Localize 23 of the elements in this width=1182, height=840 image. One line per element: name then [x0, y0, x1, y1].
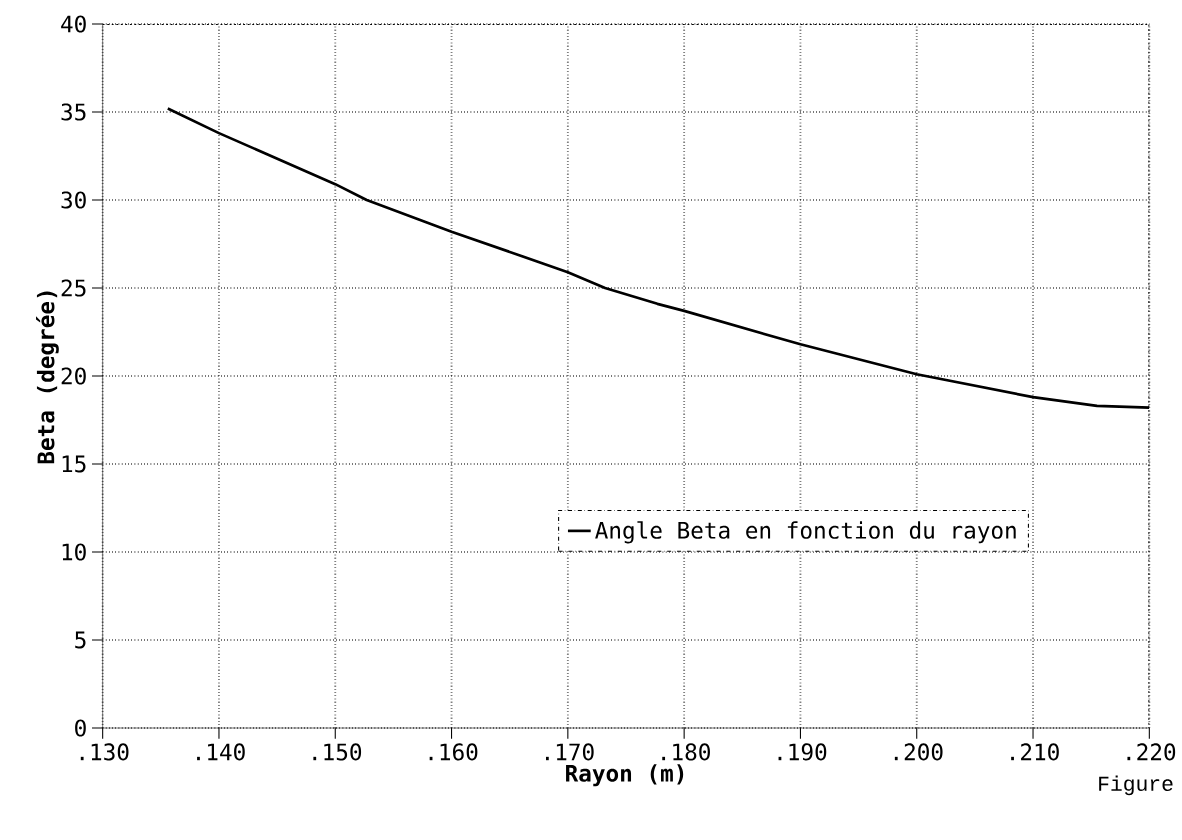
text: Figure: [1099, 775, 1173, 796]
x-tick-label: .150: [313, 743, 362, 761]
x-tick-label: .140: [197, 743, 245, 761]
y-tick-label: 15: [62, 455, 86, 473]
y-tick-label: 20: [61, 367, 86, 385]
x-tick-label: .190: [778, 743, 827, 761]
x-tick-label: .210: [1011, 743, 1059, 761]
legend-label: Angle Beta en fonction du rayon: [595, 521, 1016, 544]
y-tick-label: 0: [75, 719, 86, 737]
y-tick-label: 40: [61, 15, 86, 33]
y-tick-label: 25: [61, 279, 86, 297]
x-tick-label: .200: [894, 743, 943, 761]
x-tick-label: .160: [429, 743, 478, 761]
x-tick-label: .170: [545, 743, 594, 761]
y-tick-label: 10: [62, 543, 86, 561]
x-axis-title: Rayon (m): [566, 764, 684, 787]
x-tick-label: .220: [1127, 743, 1176, 761]
x-tick-label: .180: [662, 743, 710, 761]
y-tick-label: 30: [61, 191, 86, 209]
y-tick-label: 5: [75, 631, 86, 649]
y-tick-label: 35: [61, 103, 86, 121]
y-axis-title: Beta (degrée): [36, 291, 59, 464]
x-tick-label: .130: [80, 743, 129, 761]
